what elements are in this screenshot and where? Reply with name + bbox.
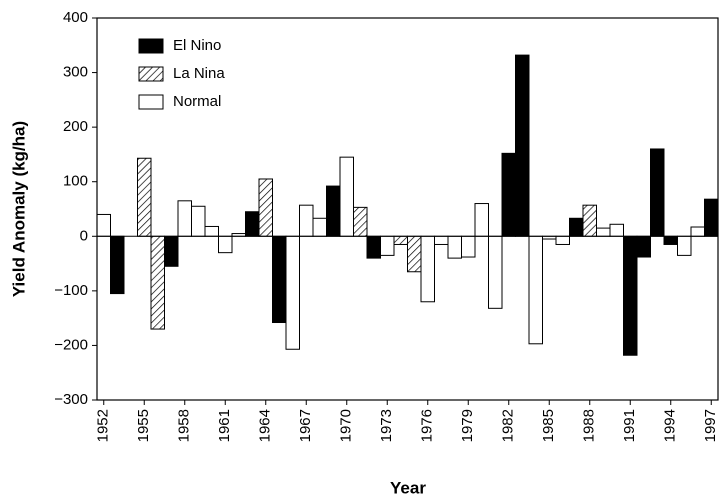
bar (609, 223, 624, 237)
x-tick-label: 1991 (621, 409, 638, 442)
bar (582, 204, 597, 237)
bar (569, 217, 584, 237)
x-tick-label: 1955 (135, 409, 152, 442)
y-tick-label: −100 (54, 282, 88, 299)
legend-label: Normal (173, 93, 221, 110)
bar (204, 225, 219, 237)
bar (272, 235, 287, 324)
bar (285, 235, 300, 350)
legend-label: El Nino (173, 37, 221, 54)
bar (218, 235, 233, 254)
bar (393, 235, 408, 245)
x-tick-label: 1973 (378, 409, 395, 442)
y-axis-title: Yield Anomaly (kg/ha) (9, 121, 28, 297)
x-tick-label: 1982 (500, 409, 517, 442)
bar (434, 235, 449, 245)
legend-swatch (138, 38, 164, 54)
x-tick-label: 1985 (540, 409, 557, 442)
x-tick-label: 1961 (216, 409, 233, 442)
bar (623, 235, 638, 356)
bar (326, 185, 341, 237)
x-axis-title: Year (390, 478, 426, 497)
x-tick-label: 1958 (176, 409, 193, 442)
bar (690, 226, 705, 237)
bar (650, 148, 665, 237)
x-tick-label: 1967 (297, 409, 314, 442)
bar (137, 157, 152, 237)
bar (663, 235, 678, 245)
y-tick-label: −300 (54, 391, 88, 408)
bar (474, 203, 489, 237)
bar (677, 235, 692, 256)
bar (164, 235, 179, 267)
y-tick-label: 300 (63, 64, 88, 81)
bar (96, 213, 111, 237)
x-tick-label: 1997 (702, 409, 719, 442)
bar (636, 235, 651, 258)
legend-swatch (138, 94, 164, 110)
bar (555, 235, 570, 245)
x-tick-label: 1979 (459, 409, 476, 442)
bar (258, 178, 273, 237)
bar (380, 235, 395, 256)
bar (461, 235, 476, 258)
bar (299, 204, 314, 237)
x-tick-label: 1952 (95, 409, 112, 442)
bar (245, 211, 260, 237)
x-tick-label: 1988 (581, 409, 598, 442)
bar (528, 235, 543, 345)
bar (420, 235, 435, 303)
bar (501, 152, 516, 237)
bar (150, 235, 165, 330)
y-tick-label: 400 (63, 9, 88, 26)
bar (407, 235, 422, 273)
bar (339, 156, 354, 237)
y-tick-label: −200 (54, 336, 88, 353)
bar (704, 198, 719, 237)
x-tick-label: 1976 (419, 409, 436, 442)
bar (447, 235, 462, 259)
bar (353, 206, 368, 237)
bar (366, 235, 381, 259)
bar (488, 235, 503, 309)
bar (515, 54, 530, 237)
bar (110, 235, 125, 295)
x-tick-label: 1994 (662, 409, 679, 442)
y-tick-label: 200 (63, 118, 88, 135)
x-tick-label: 1964 (257, 409, 274, 442)
x-tick-label: 1970 (338, 409, 355, 442)
bar (312, 217, 327, 237)
bar (596, 227, 611, 237)
y-tick-label: 0 (80, 227, 88, 244)
legend-swatch (138, 66, 164, 82)
plot-frame (96, 17, 719, 401)
y-tick-label: 100 (63, 173, 88, 190)
bar (191, 205, 206, 237)
legend-label: La Nina (173, 65, 225, 82)
bar (177, 200, 192, 237)
